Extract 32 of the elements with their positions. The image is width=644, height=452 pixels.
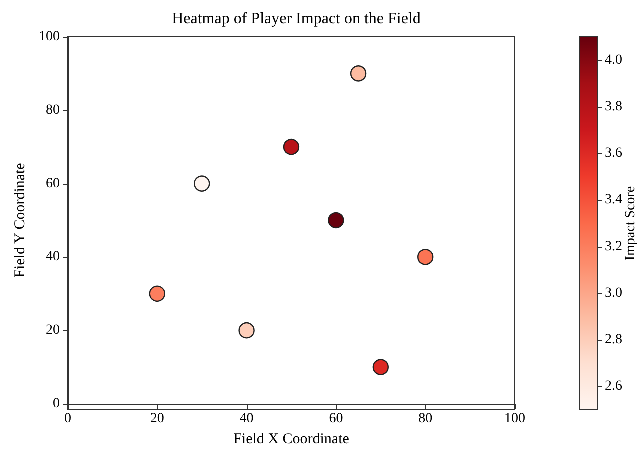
color-bar-label: 3.8 (605, 99, 622, 114)
y-tick-label: 80 (46, 102, 60, 118)
x-tick-label: 100 (504, 412, 526, 426)
y-axis-title: Field Y Coordinate (12, 162, 28, 278)
color-bar-label: 2.6 (605, 379, 622, 394)
y-tick-label: 0 (53, 396, 60, 412)
point (328, 212, 344, 229)
x-tick-label: 60 (329, 412, 344, 426)
x-tick-label: 40 (240, 412, 254, 426)
point (350, 66, 367, 82)
point (194, 176, 210, 192)
color-bar-label: 3.2 (605, 239, 622, 254)
color-bar-label: 4.0 (605, 52, 622, 68)
point (238, 322, 255, 339)
x-tick-label: 80 (418, 412, 433, 426)
y-tick-label: 60 (46, 176, 60, 192)
color-bar-label: 3.0 (605, 286, 622, 301)
x-tick-label: 20 (150, 412, 164, 426)
color-bar-label: 3.4 (605, 192, 622, 208)
y-tick-label: 40 (46, 250, 60, 265)
point (418, 249, 434, 266)
color-bar-label: 2.8 (605, 332, 622, 348)
y-tick-label: 100 (39, 30, 60, 44)
color-bar-label: 3.6 (605, 146, 622, 162)
x-axis-title: Field X Coordinate (234, 432, 350, 448)
point (372, 359, 389, 376)
point (283, 139, 300, 156)
color-bar-title: Impact Score (624, 186, 638, 261)
point (149, 286, 166, 302)
y-tick-label: 20 (46, 323, 60, 338)
x-tick-label: 0 (64, 412, 72, 426)
chart-title: Heatmap of Player Impact on the Field (172, 10, 421, 28)
